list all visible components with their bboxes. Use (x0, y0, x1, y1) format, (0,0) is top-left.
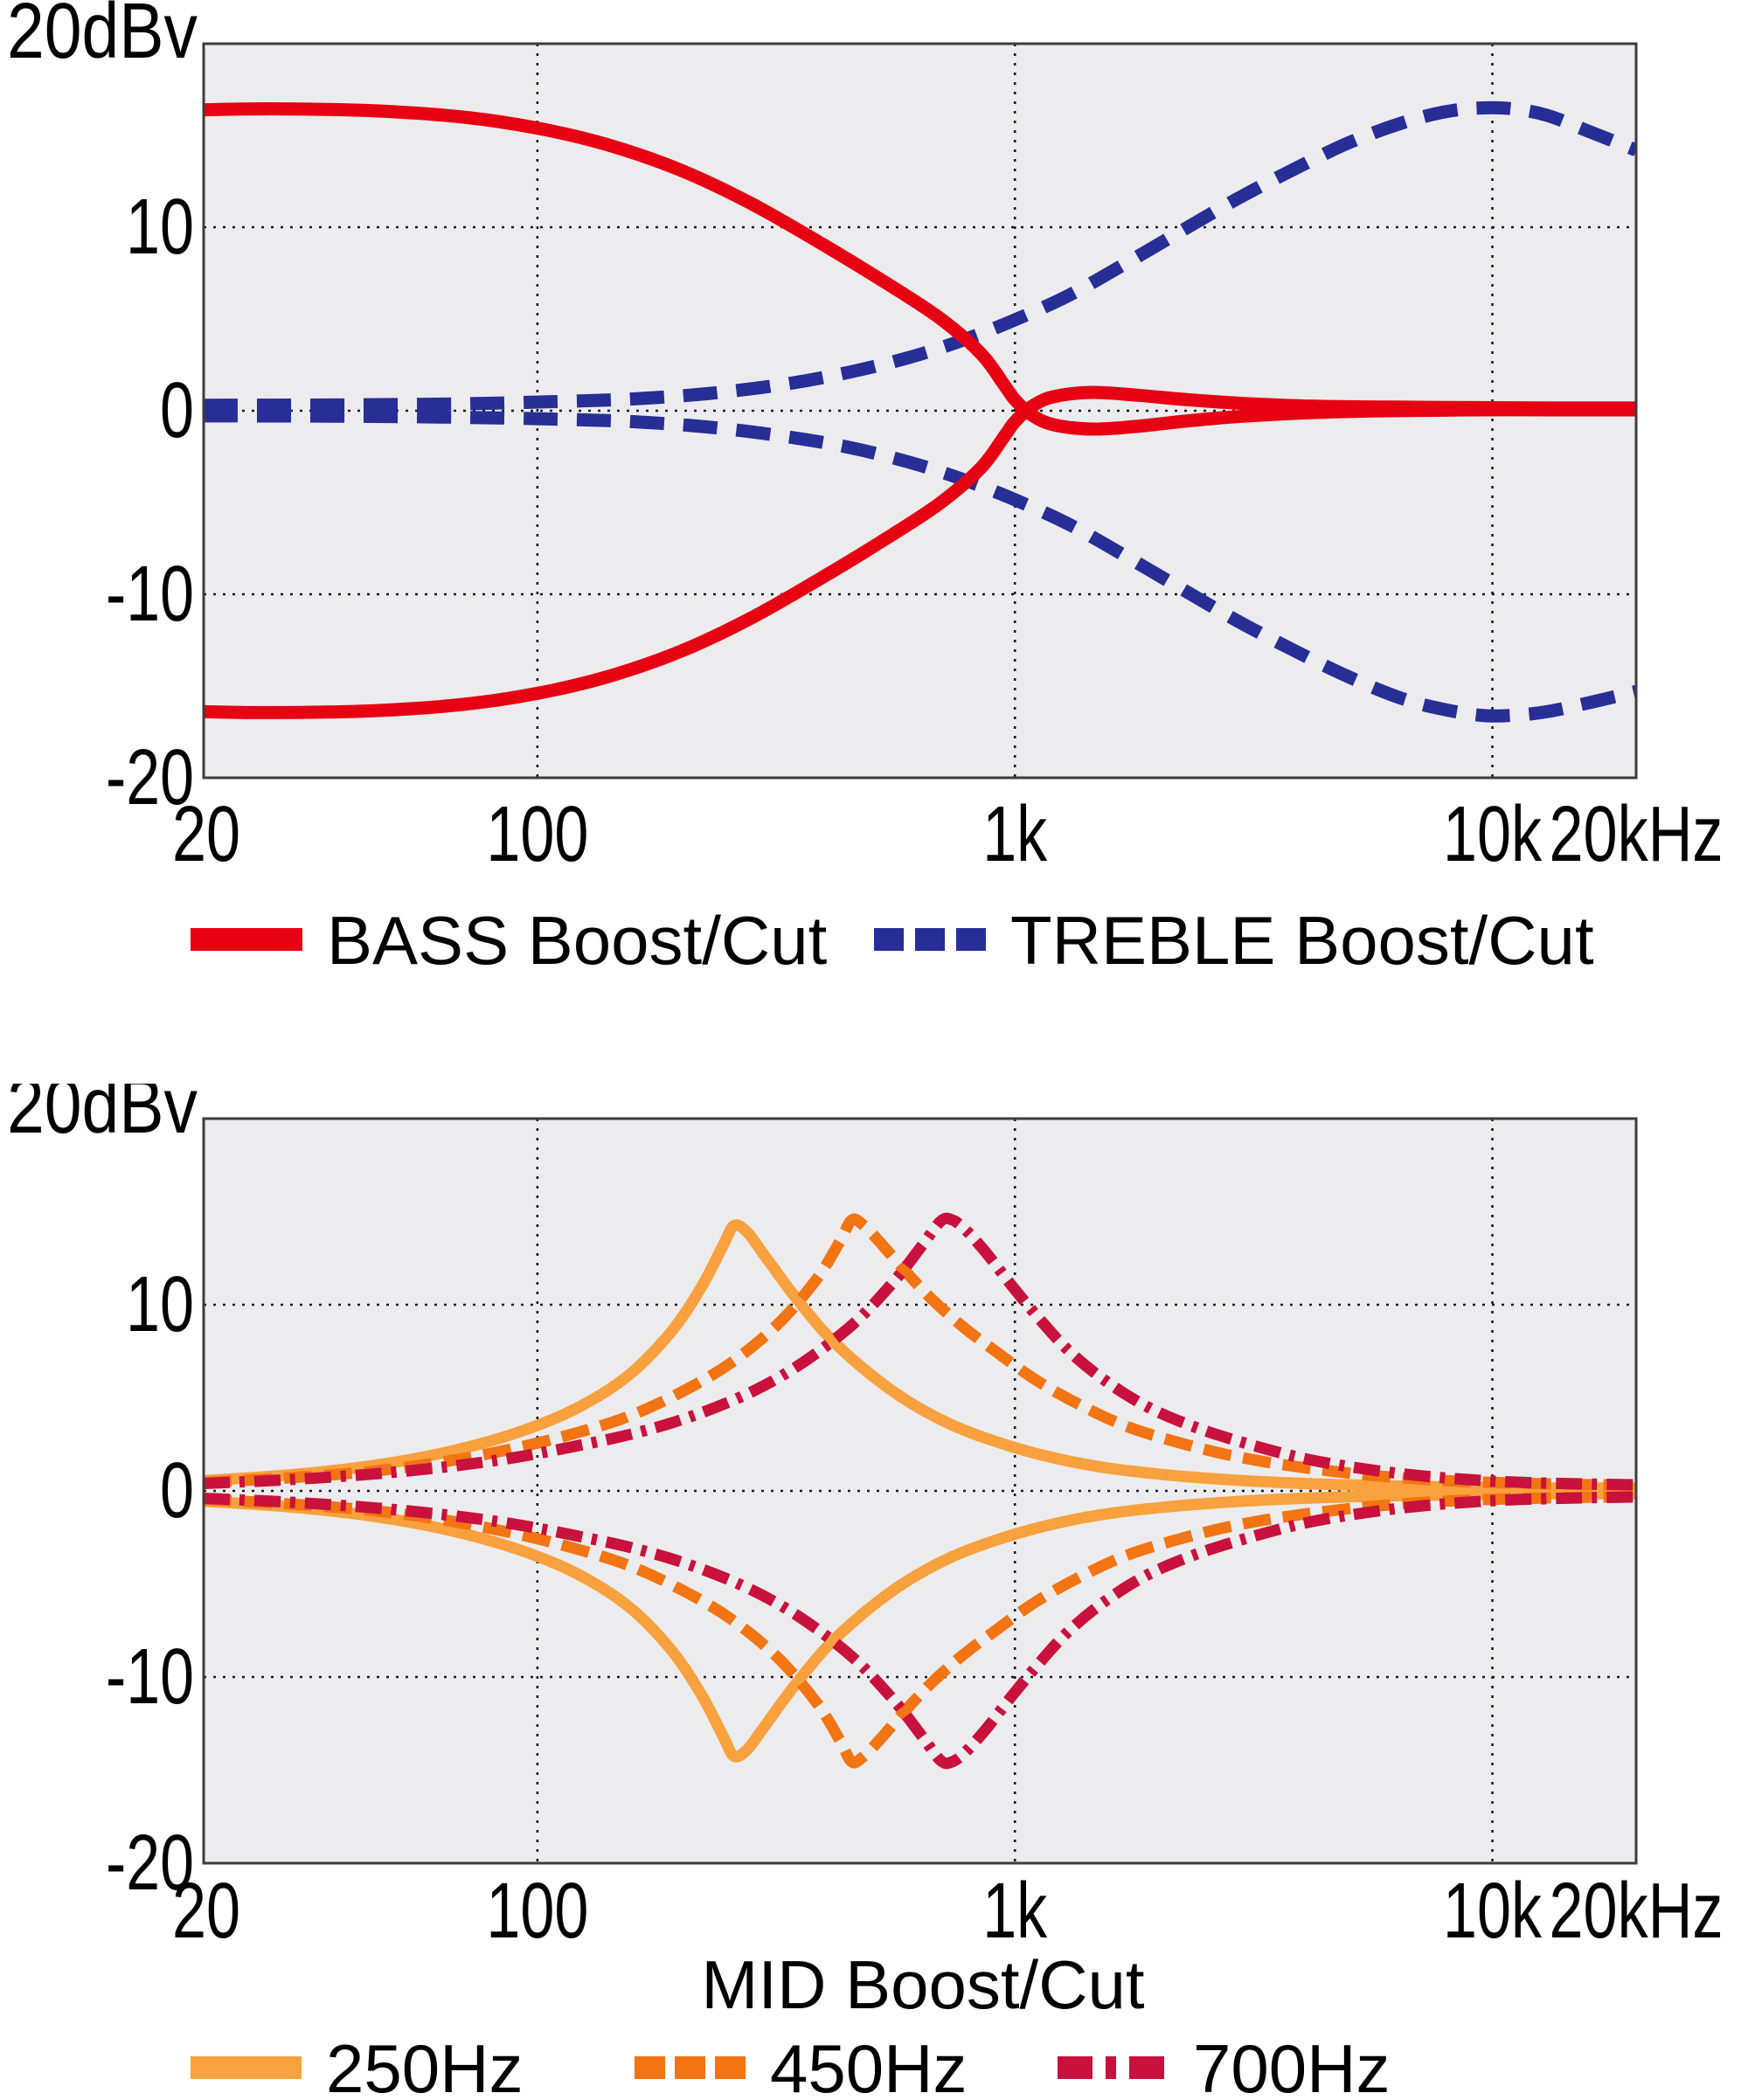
curve-treble-boost (204, 100, 1636, 412)
x-tick-label: 20kHz (1550, 1868, 1724, 1955)
y-tick-label: 10 (126, 184, 194, 271)
curve-mid-450hz-cut (204, 1490, 1636, 1769)
legend-label: 250Hz (326, 2030, 523, 2100)
legend-label: BASS Boost/Cut (327, 902, 828, 979)
y-tick-label: 0 (160, 1447, 194, 1535)
x-tick-label: 100 (486, 791, 588, 878)
curve-mid-700hz-cut (204, 1491, 1636, 1770)
curve-mid-700hz-boost (204, 1212, 1636, 1491)
x-tick-label: 10k (1443, 791, 1543, 878)
x-tick-label: 100 (486, 1868, 588, 1955)
y-axis-unit-label: 20dBv (7, 0, 198, 75)
x-tick-label: 20 (172, 791, 240, 878)
x-tick-label: 1k (982, 1868, 1048, 1955)
curves (204, 1212, 1636, 1770)
curve-mid-250hz-boost (204, 1219, 1636, 1494)
y-tick-label: -20 (106, 734, 194, 821)
y-axis-unit-label: 20dBv (7, 1084, 198, 1150)
x-tick-label: 20kHz (1550, 791, 1724, 878)
x-tick-label: 20 (172, 1868, 240, 1955)
legend: 250Hz 450Hz 700Hz (191, 2030, 1390, 2100)
legend-label: 450Hz (770, 2030, 967, 2100)
plot-border (202, 42, 1638, 780)
y-tick-label: 0 (160, 367, 194, 454)
plot-border (202, 1117, 1638, 1865)
y-tick-label: 10 (126, 1261, 194, 1348)
y-tick-label: -20 (106, 1819, 194, 1907)
legend-label: TREBLE Boost/Cut (1010, 902, 1594, 979)
curves (204, 100, 1636, 723)
curve-mid-250hz-cut (204, 1487, 1636, 1763)
curve-bass-cut (204, 385, 1636, 719)
legend: BASS Boost/Cut TREBLE Boost/Cut (191, 902, 1594, 979)
curve-mid-450hz-boost (204, 1213, 1636, 1492)
legend-label: 700Hz (1193, 2030, 1390, 2100)
x-axis-title: MID Boost/Cut (701, 1946, 1144, 2023)
y-tick-label: -10 (106, 1633, 194, 1721)
y-tick-label: -10 (106, 551, 194, 638)
x-tick-label: 10k (1443, 1868, 1543, 1955)
x-tick-label: 1k (982, 791, 1048, 878)
curve-treble-cut (204, 409, 1636, 723)
